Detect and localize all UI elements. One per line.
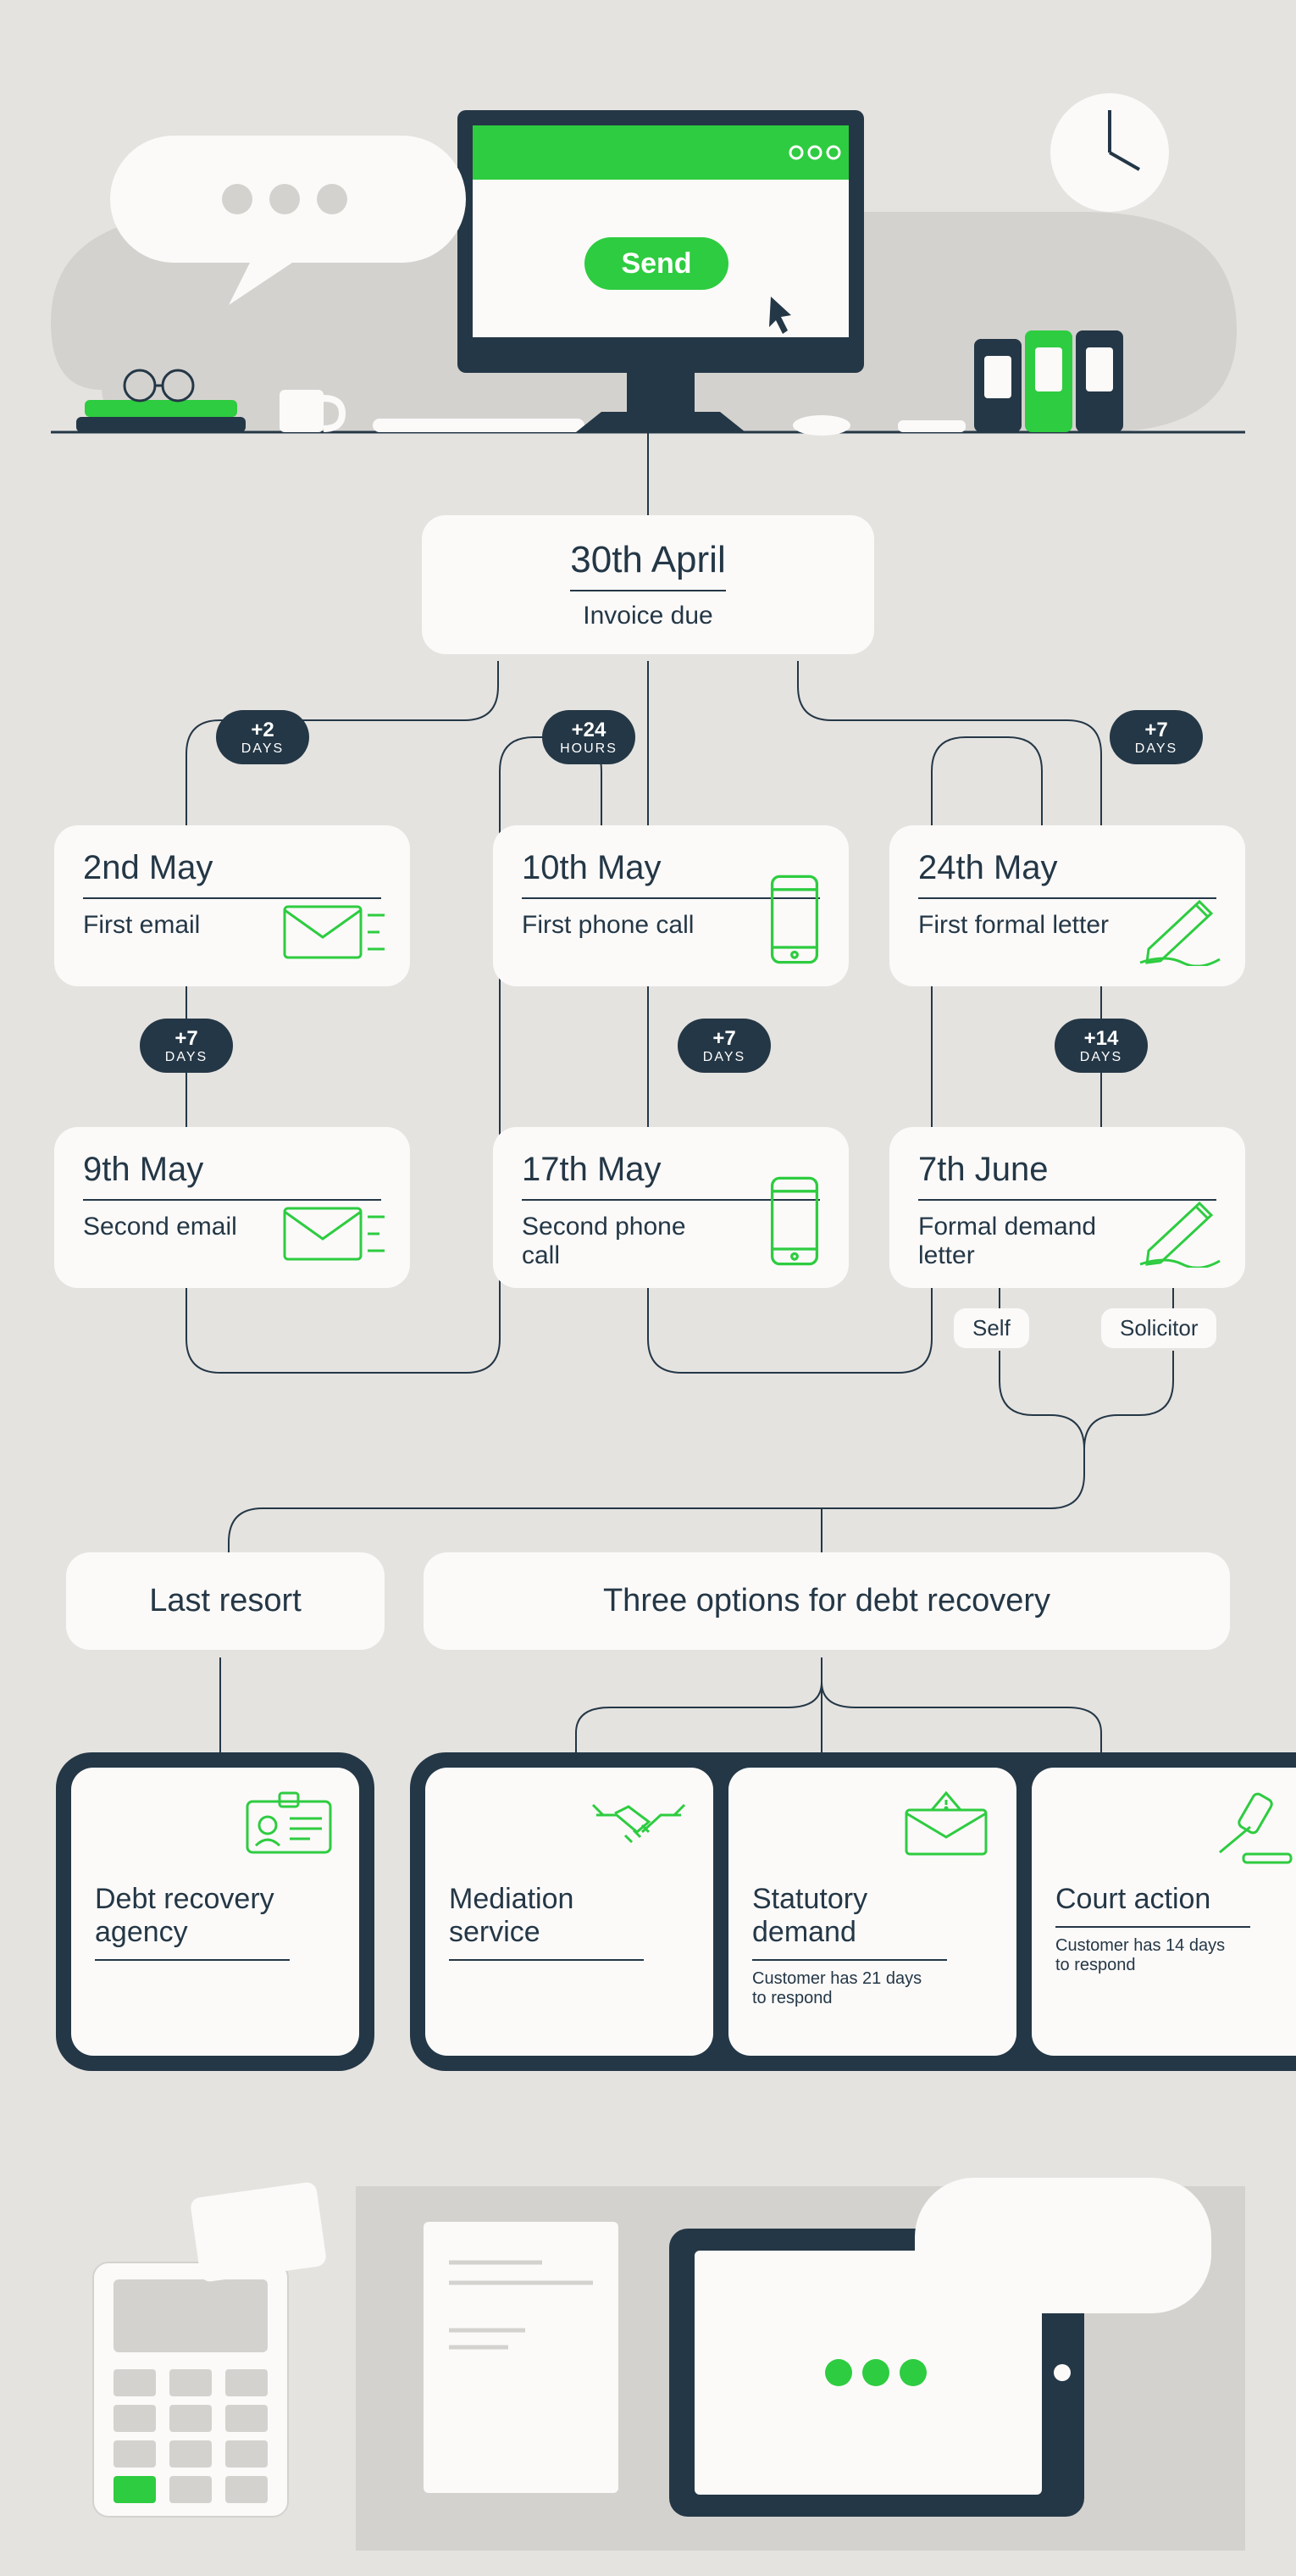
badge-col1-b: +7 DAYS: [140, 1019, 233, 1073]
badge-col3-a: +7 DAYS: [1110, 710, 1203, 764]
badge-col2-b: +7 DAYS: [678, 1019, 771, 1073]
badge-col1-a: +2 DAYS: [216, 710, 309, 764]
footer-illustration: [0, 2152, 1296, 2576]
step-c3s2: 7th June Formal demand letter: [889, 1127, 1245, 1288]
start-label: Invoice due: [451, 602, 845, 630]
step-c2s2: 17th May Second phone call: [493, 1127, 849, 1288]
badge-col2-a: +24 HOURS: [542, 710, 635, 764]
step-c3s1: 24th May First formal letter: [889, 825, 1245, 986]
email-icon: [280, 898, 390, 966]
id-card-icon: [242, 1790, 335, 1857]
mini-solicitor: Solicitor: [1101, 1308, 1216, 1348]
option-court: Court action Customer has 14 days to res…: [1032, 1768, 1296, 2056]
heading-last-resort: Last resort: [66, 1552, 385, 1650]
email-icon: [280, 1200, 390, 1268]
phone-icon: [761, 1174, 828, 1268]
infographic-canvas: Send: [0, 34, 1296, 2536]
start-date: 30th April: [570, 539, 725, 591]
heading-three-options: Three options for debt recovery: [424, 1552, 1230, 1650]
three-options-frame: Mediation service Statutory demand Custo…: [410, 1752, 1296, 2071]
pen-icon: [1132, 890, 1225, 966]
option-mediation: Mediation service: [425, 1768, 713, 2056]
step-c1s1: 2nd May First email: [54, 825, 410, 986]
pen-icon: [1132, 1191, 1225, 1268]
step-c2s1: 10th May First phone call: [493, 825, 849, 986]
mini-self: Self: [954, 1308, 1029, 1348]
badge-col3-b: +14 DAYS: [1055, 1019, 1148, 1073]
option-agency: Debt recovery agency: [71, 1768, 359, 2056]
gavel-icon: [1203, 1790, 1296, 1866]
phone-icon: [761, 873, 828, 966]
option-statutory: Statutory demand Customer has 21 days to…: [728, 1768, 1016, 2056]
step-c1s2: 9th May Second email: [54, 1127, 410, 1288]
handshake-icon: [588, 1790, 690, 1857]
last-resort-frame: Debt recovery agency: [56, 1752, 374, 2071]
start-card: 30th April Invoice due: [422, 515, 874, 654]
warning-envelope-icon: [900, 1790, 993, 1857]
